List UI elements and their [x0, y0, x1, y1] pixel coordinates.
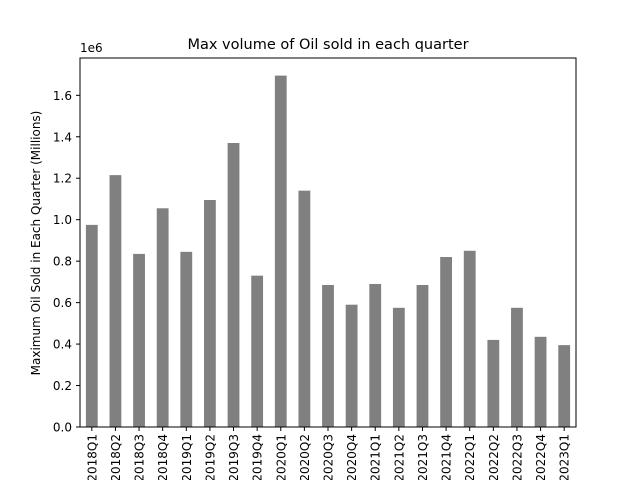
- bar-2022Q2: [487, 339, 500, 427]
- bar-2018Q3: [133, 253, 145, 427]
- bar-2021Q4: [440, 257, 452, 427]
- bar-2022Q1: [463, 250, 476, 427]
- x-tick-label: 2021Q3: [416, 434, 430, 480]
- bar-2020Q3: [322, 285, 334, 427]
- bar-2019Q1: [180, 251, 193, 427]
- x-tick-label: 2020Q3: [322, 434, 336, 480]
- y-tick-label: 1.6: [53, 89, 72, 103]
- y-tick-label: 0.4: [53, 338, 72, 352]
- y-tick-label: 1.0: [53, 213, 72, 227]
- y-tick-label: 0.0: [53, 421, 72, 435]
- y-axis-label: Maximum Oil Sold in Each Quarter (Millio…: [29, 111, 43, 376]
- bar-2020Q1: [274, 75, 287, 428]
- bar-2022Q3: [511, 307, 523, 427]
- x-tick-label: 2018Q2: [109, 434, 123, 480]
- bar-2021Q3: [416, 285, 429, 427]
- x-tick-label: 2019Q2: [203, 434, 217, 480]
- bar-2019Q2: [204, 200, 216, 427]
- bar-2018Q4: [156, 208, 169, 427]
- x-tick-label: 2018Q4: [156, 434, 170, 480]
- bar-2018Q2: [109, 175, 122, 427]
- y-tick-label: 0.8: [53, 255, 72, 269]
- x-tick-label: 2019Q1: [180, 434, 194, 480]
- y-tick-label: 1.4: [53, 130, 72, 144]
- y-tick-label: 1.2: [53, 172, 72, 186]
- x-tick-label: 2019Q4: [251, 434, 265, 480]
- chart-title: Max volume of Oil sold in each quarter: [187, 37, 468, 53]
- x-tick-label: 2021Q2: [392, 434, 406, 480]
- x-tick-label: 2022Q4: [534, 434, 548, 480]
- bars-group: [85, 75, 571, 428]
- bar-2020Q2: [298, 190, 311, 427]
- y-axis-offset-label: 1e6: [80, 41, 103, 55]
- bar-2021Q2: [392, 307, 405, 427]
- x-tick-label: 2018Q1: [85, 434, 99, 480]
- y-tick-label: 0.6: [53, 296, 72, 310]
- plot-frame: [79, 57, 577, 428]
- x-tick-label: 2022Q1: [463, 434, 477, 480]
- x-tick-label: 2020Q2: [298, 434, 312, 480]
- y-axis: 0.0 0.2 0.4 0.6 0.8 1.0 1.2 1.4 1.6: [53, 89, 80, 435]
- bar-2018Q1: [85, 224, 98, 427]
- bar-2019Q4: [251, 275, 264, 427]
- bar-2019Q3: [227, 142, 240, 428]
- bar-2023Q1: [558, 345, 571, 427]
- x-tick-label: 2022Q2: [487, 434, 501, 480]
- x-axis: 2018Q1 2018Q2 2018Q3 2018Q4 2019Q1 2019Q2 2019…: [85, 427, 572, 480]
- x-tick-label: 2023Q1: [558, 434, 572, 480]
- x-tick-label: 2021Q1: [369, 434, 383, 480]
- x-tick-label: 2020Q1: [274, 434, 288, 480]
- bar-2021Q1: [369, 283, 382, 427]
- y-tick-label: 0.2: [53, 379, 72, 393]
- x-tick-label: 2020Q4: [345, 434, 359, 480]
- bar-2020Q4: [345, 304, 358, 427]
- x-tick-label: 2022Q3: [510, 434, 524, 480]
- x-tick-label: 2019Q3: [227, 434, 241, 480]
- x-tick-label: 2021Q4: [440, 434, 454, 480]
- bar-2022Q4: [534, 336, 547, 427]
- x-tick-label: 2018Q3: [133, 434, 147, 480]
